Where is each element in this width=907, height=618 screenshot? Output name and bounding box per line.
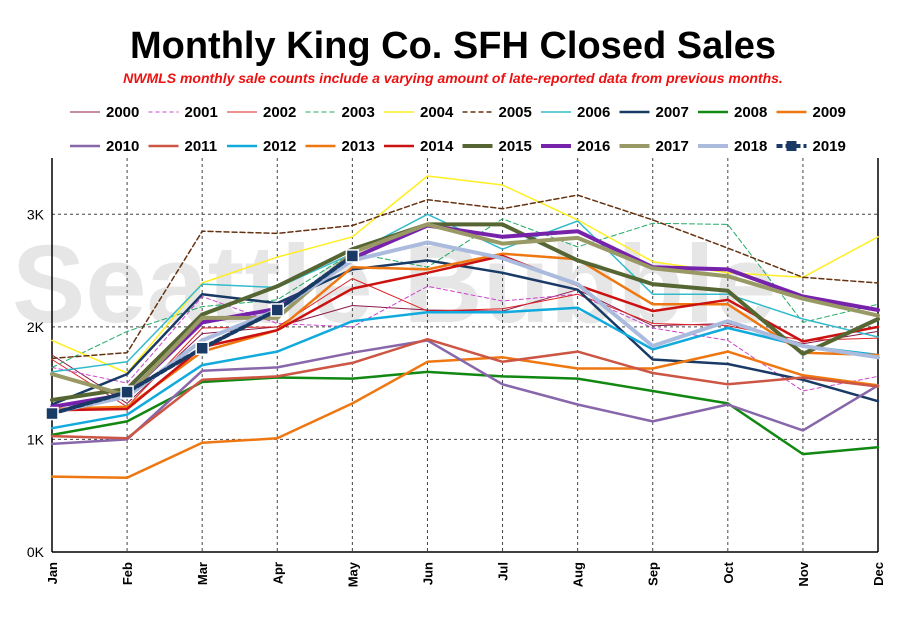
series-line-2016	[50, 223, 880, 409]
legend-label-2012: 2012	[263, 138, 296, 155]
series-line-2015	[50, 222, 880, 402]
series-line-2018	[50, 240, 880, 415]
legend-label-2004: 2004	[420, 104, 454, 121]
legend-label-2015: 2015	[499, 138, 532, 155]
y-tick-label: 0K	[27, 544, 45, 560]
data-point-2019	[195, 341, 209, 355]
y-tick-label: 1K	[27, 431, 45, 447]
x-tick-label: Jan	[45, 562, 60, 584]
data-point-2019	[120, 385, 134, 399]
legend-label-2010: 2010	[106, 138, 139, 155]
data-point-2019	[270, 303, 285, 317]
y-tick-label: 2K	[27, 319, 45, 335]
legend-marker-2019	[786, 141, 797, 151]
markers	[45, 249, 360, 421]
series-line-2017	[50, 222, 880, 398]
legend-label-2000: 2000	[106, 104, 139, 121]
x-tick-label: Aug	[571, 562, 586, 587]
x-tick-label: Oct	[721, 561, 736, 583]
x-tick-label: Jun	[420, 562, 435, 585]
data-point-2019	[345, 249, 360, 263]
x-tick-label: Nov	[796, 561, 811, 586]
legend-label-2013: 2013	[342, 138, 375, 155]
legend-label-2014: 2014	[420, 138, 454, 155]
plot-area: 0K 1K 2K 3K Jan Feb Mar Apr May Jun Jul Aug Sep Oct N…	[27, 158, 886, 587]
series-line-2013	[50, 252, 880, 411]
legend-label-2009: 2009	[813, 104, 846, 121]
y-tick-label: 3K	[27, 206, 45, 222]
x-tick-label: Sep	[646, 562, 661, 586]
x-tick-label: Feb	[120, 562, 135, 585]
chart-subtitle: NWMLS monthly sale counts include a vary…	[123, 70, 783, 86]
x-tick-label: Apr	[270, 562, 285, 584]
x-axis: Jan Feb Mar Apr May Jun Jul Aug Sep Oct Nov Dec	[45, 551, 886, 587]
legend-label-2006: 2006	[577, 104, 610, 121]
legend-label-2001: 2001	[185, 104, 218, 121]
series-line-2010	[50, 339, 880, 446]
series-line-2005	[51, 194, 879, 360]
x-tick-label: Mar	[195, 562, 210, 585]
legend-label-2011: 2011	[185, 138, 218, 155]
x-tick-label: Dec	[871, 562, 886, 586]
legend-label-2005: 2005	[499, 104, 532, 121]
legend-label-2002: 2002	[263, 104, 296, 121]
series-line-2011	[50, 337, 880, 440]
series-line-2009	[50, 350, 880, 479]
chart-title: Monthly King Co. SFH Closed Sales	[130, 25, 776, 67]
legend-label-2019: 2019	[813, 138, 846, 155]
x-tick-label: May	[345, 561, 360, 587]
legend-label-2017: 2017	[656, 138, 689, 155]
legend-label-2003: 2003	[342, 104, 375, 121]
series-line-2002	[51, 278, 879, 408]
data-point-2019	[45, 406, 59, 421]
x-tick-label: Jul	[496, 562, 511, 581]
series-line-2007	[50, 259, 880, 406]
series-line-2003	[51, 218, 879, 368]
legend-label-2018: 2018	[734, 138, 767, 155]
legend-label-2008: 2008	[734, 104, 767, 121]
series-lines	[50, 175, 880, 479]
legend-label-2007: 2007	[656, 104, 689, 121]
legend: 2000 2001 2002 2003 2004 2005 2006 2007 2008 2009…	[70, 104, 846, 155]
series-line-2012	[50, 306, 880, 430]
legend-label-2016: 2016	[577, 138, 610, 155]
